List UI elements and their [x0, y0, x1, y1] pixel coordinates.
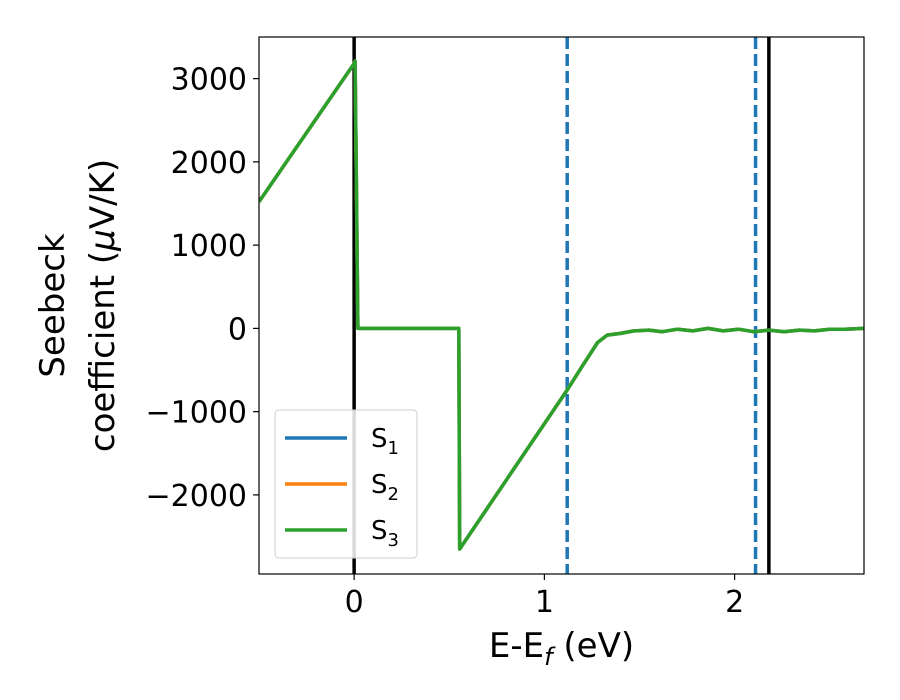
y-tick-label: −2000: [146, 479, 247, 514]
y-axis-title-line2: coefficient (μV/K): [83, 159, 123, 452]
y-tick-label: 0: [228, 312, 247, 347]
legend: S1 S2 S3: [274, 409, 418, 559]
series-lines: [259, 59, 864, 551]
x-axis-title: E-Ef (eV): [489, 626, 634, 671]
plot-frame: [258, 36, 865, 575]
y-tick-label: 2000: [171, 146, 247, 181]
legend-label-S2: S2: [371, 470, 399, 505]
x-tick-label: 2: [725, 585, 744, 620]
x-tick-label: 0: [345, 585, 364, 620]
axis-tick-labels: 0 1 2 −2000 −1000 0 1000 2000 3000: [146, 63, 745, 620]
y-axis-title-line1: Seebeck: [33, 233, 73, 378]
x-tick-label: 1: [535, 585, 554, 620]
legend-label-S1: S1: [371, 424, 399, 459]
legend-label-S3: S3: [371, 516, 399, 551]
y-tick-label: −1000: [146, 396, 247, 431]
axis-ticks: [253, 78, 736, 580]
y-tick-label: 3000: [171, 63, 247, 98]
series-line-S3: [259, 59, 864, 551]
y-tick-label: 1000: [171, 229, 247, 264]
